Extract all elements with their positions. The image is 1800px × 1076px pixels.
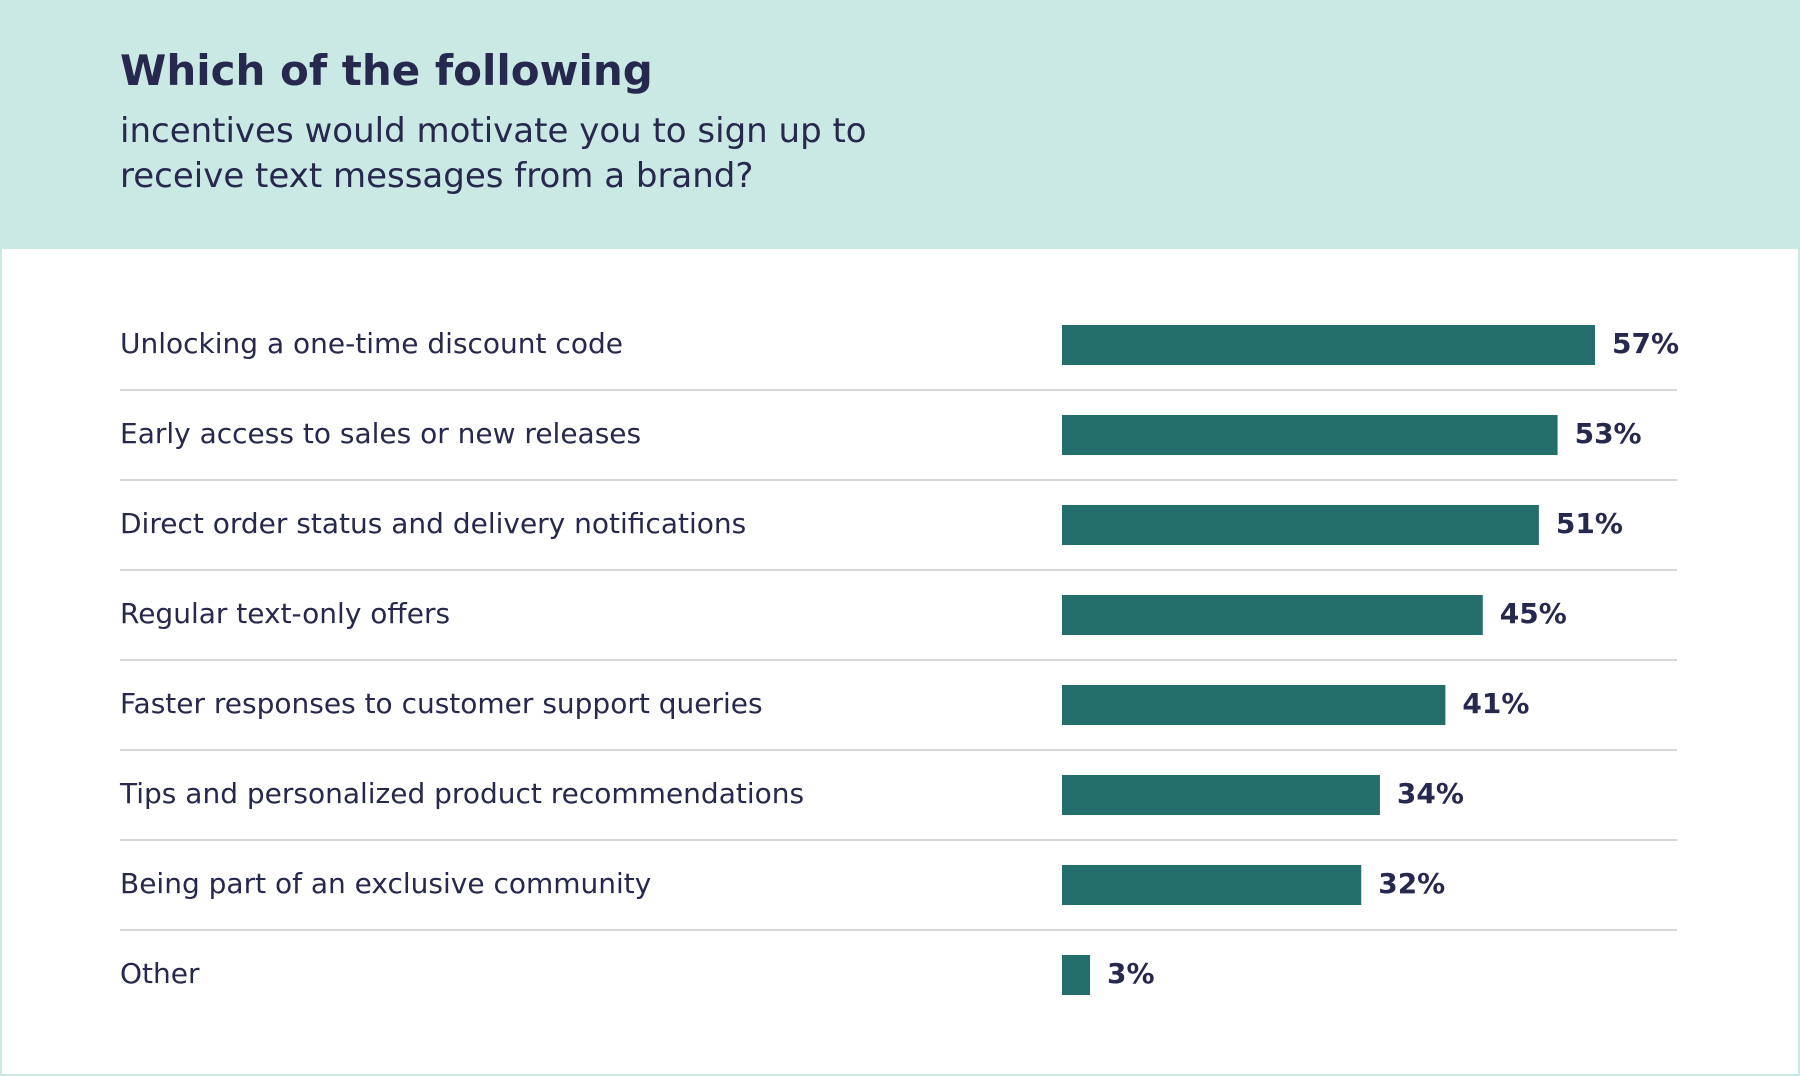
category-label: Faster responses to customer support que… [120, 687, 763, 720]
bars [1062, 325, 1595, 995]
bar [1062, 685, 1446, 725]
category-labels: Unlocking a one-time discount code Early … [119, 327, 804, 990]
bar [1062, 325, 1595, 365]
bar [1062, 955, 1091, 995]
bar [1062, 415, 1558, 455]
category-label: Tips and personalized product recommenda… [119, 777, 804, 810]
bar [1062, 505, 1539, 545]
chart-title: Which of the following [120, 46, 653, 95]
bar [1062, 775, 1380, 815]
value-label: 45% [1500, 597, 1567, 630]
value-label: 34% [1397, 777, 1464, 810]
category-label: Unlocking a one-time discount code [120, 327, 623, 360]
category-label: Regular text-only offers [120, 597, 450, 630]
category-label: Direct order status and delivery notific… [120, 507, 746, 540]
value-label: 41% [1462, 687, 1529, 720]
value-label: 32% [1378, 867, 1445, 900]
category-label: Other [120, 957, 200, 990]
value-labels: 57% 53% 51% 45% 41% 34% 32% 3% [1107, 327, 1679, 990]
bar [1062, 865, 1362, 905]
category-label: Early access to sales or new releases [120, 417, 641, 450]
bar [1062, 595, 1483, 635]
row-dividers [120, 389, 1677, 931]
value-label: 57% [1612, 327, 1679, 360]
chart-header: Which of the following incentives would … [0, 0, 1800, 249]
category-label: Being part of an exclusive community [120, 867, 651, 900]
value-label: 51% [1556, 507, 1623, 540]
value-label: 3% [1107, 957, 1155, 990]
value-label: 53% [1575, 417, 1642, 450]
chart-subtitle: incentives would motivate you to sign up… [120, 111, 867, 196]
